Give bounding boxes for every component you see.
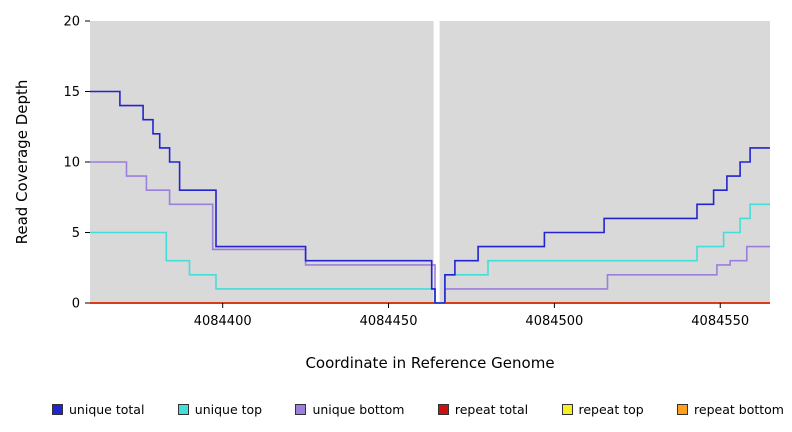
- legend-swatch-unique-bottom: [295, 403, 307, 415]
- legend-label: repeat top: [578, 401, 644, 417]
- y-tick-label: 5: [72, 226, 80, 241]
- x-tick-label: 4084550: [691, 314, 749, 329]
- y-tick-label: 20: [63, 15, 80, 30]
- legend-label: repeat total: [454, 401, 529, 417]
- x-tick-label: 4084500: [525, 314, 583, 329]
- series-line-layer: [90, 90, 770, 304]
- legend-label: repeat bottom: [694, 401, 784, 417]
- legend-label: unique top: [194, 401, 263, 417]
- legend-item-unique-top: unique top: [177, 401, 263, 417]
- x-axis-label: Coordinate in Reference Genome: [305, 354, 554, 372]
- x-tick-label: 4084400: [194, 314, 252, 329]
- coverage-gap-band: [433, 21, 440, 303]
- legend-swatch-repeat-bottom: [677, 403, 689, 415]
- legend-swatch-unique-total: [52, 403, 63, 415]
- legend-item-repeat-top: repeat top: [561, 401, 644, 417]
- axis-tick-layer: 4084400 4084450 4084500 4084550 0 5 10 15 20: [63, 15, 749, 330]
- y-axis-label: Read Coverage Depth: [13, 80, 31, 245]
- legend-swatch-unique-top: [177, 403, 189, 415]
- series-line-unique-top: [90, 203, 770, 304]
- legend-swatch-repeat-total: [437, 403, 449, 415]
- legend-item-unique-bottom: unique bottom: [295, 401, 405, 417]
- y-tick-label: 15: [63, 85, 80, 100]
- gap-band-layer: [433, 21, 440, 303]
- y-tick-label: 10: [63, 156, 80, 171]
- legend-swatch-repeat-top: [561, 403, 573, 415]
- legend-item-unique-total: unique total: [52, 402, 144, 417]
- legend-item-repeat-bottom: repeat bottom: [677, 402, 784, 417]
- plot-panel: [90, 21, 770, 303]
- legend-label: unique bottom: [312, 401, 405, 417]
- y-tick-label: 0: [72, 297, 80, 312]
- legend-item-repeat-total: repeat total: [437, 401, 529, 417]
- legend-label: unique total: [69, 401, 145, 417]
- chart-legend: unique total unique top unique bottom repea…: [52, 397, 784, 421]
- series-line-unique-bottom: [90, 161, 770, 304]
- coverage-chart: 4084400 4084450 4084500 4084550 0 5 10 15 20 Coo…: [13, 15, 770, 372]
- x-tick-label: 4084450: [360, 314, 418, 329]
- series-line-unique-total: [90, 90, 770, 304]
